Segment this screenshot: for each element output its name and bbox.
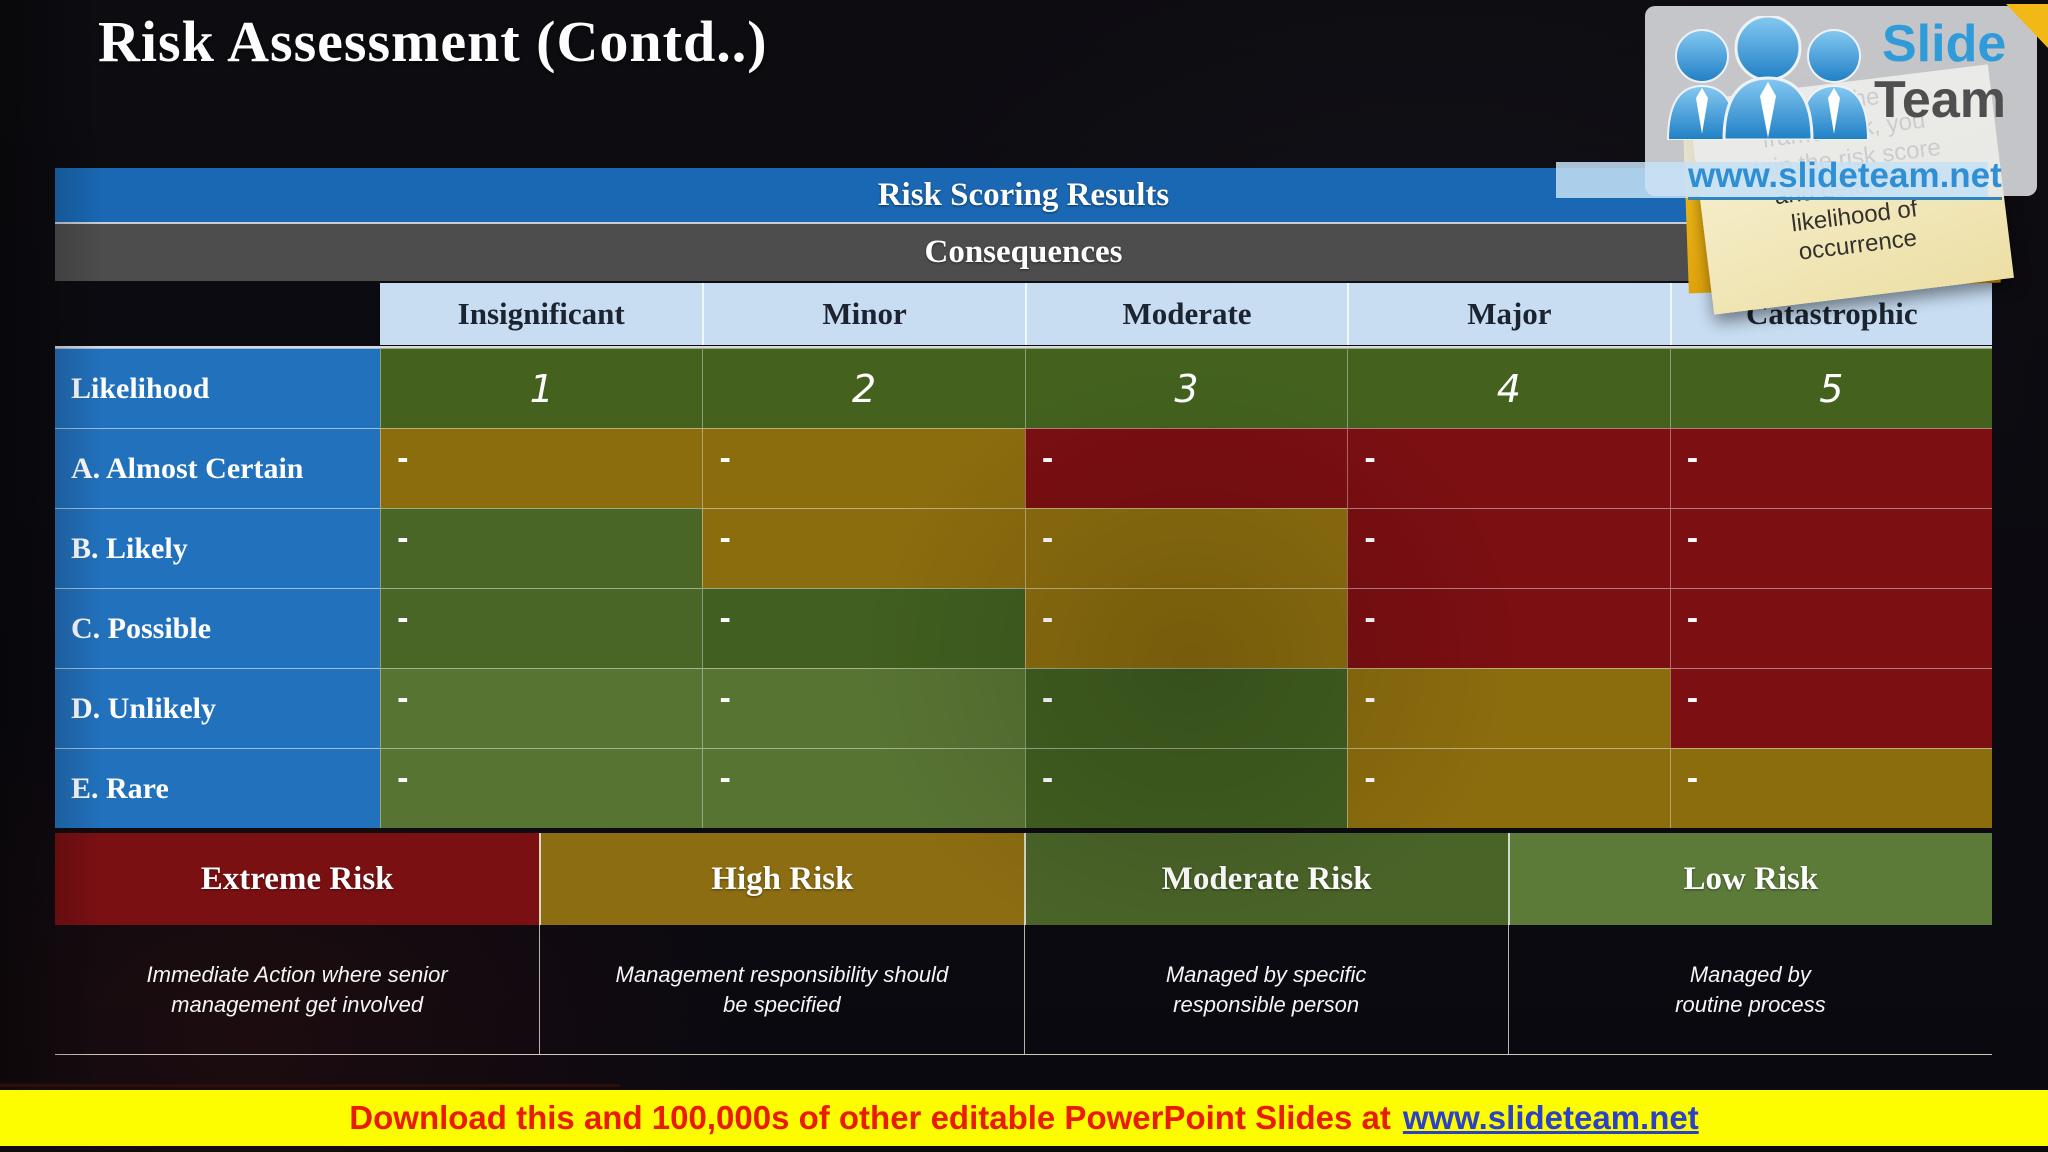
cell-marker: - <box>1041 522 1054 555</box>
people-logo-icon <box>1658 14 1876 142</box>
description-moderate-risk: Managed by specific responsible person <box>1023 925 1508 1054</box>
column-header-minor: Minor <box>702 283 1025 345</box>
matrix-cell-green-dark: - <box>1024 748 1348 828</box>
cell-marker: - <box>1686 682 1699 715</box>
footer-divider-line <box>0 1084 620 1087</box>
logo-word-team: Team <box>1874 71 2006 129</box>
row-label-a: A. Almost Certain <box>55 428 380 508</box>
description-line: responsible person <box>1173 991 1360 1017</box>
cell-marker: - <box>719 682 732 715</box>
consequences-header: Consequences <box>55 222 1992 281</box>
cell-marker: - <box>397 682 409 715</box>
download-banner: Download this and 100,000s of other edit… <box>0 1090 2048 1146</box>
description-low-risk: Managed by routine process <box>1507 925 1992 1054</box>
matrix-cell-olive: - <box>702 428 1025 508</box>
cell-marker: - <box>1686 442 1699 475</box>
likelihood-score-cell: 2 <box>702 348 1025 428</box>
matrix-cell-green-light: - <box>702 668 1025 748</box>
cell-marker: - <box>1364 602 1376 635</box>
matrix-cell-olive: - <box>1024 588 1348 668</box>
cell-marker: - <box>397 602 409 635</box>
page-title: Risk Assessment (Contd..) <box>98 9 768 74</box>
description-line: management get involved <box>171 991 424 1017</box>
legend-extreme-risk: Extreme Risk <box>55 833 540 925</box>
description-high-risk: Management responsibility should be speci… <box>539 925 1023 1054</box>
logo-word-slide: Slide <box>1882 15 2007 73</box>
column-header-major: Major <box>1347 283 1670 345</box>
cell-marker: - <box>719 522 732 555</box>
row-label-b: B. Likely <box>55 508 380 588</box>
matrix-cell-olive: - <box>380 428 703 508</box>
cell-marker: - <box>719 442 732 475</box>
matrix-cell-green-dark: - <box>1024 668 1348 748</box>
cell-marker: - <box>1041 442 1054 475</box>
description-extreme-risk: Immediate Action where senior management … <box>55 925 539 1054</box>
description-line: be specified <box>723 991 841 1017</box>
matrix-cell-red: - <box>1024 428 1348 508</box>
matrix-cell-olive: - <box>1347 668 1670 748</box>
likelihood-score-cell: 3 <box>1024 348 1348 428</box>
row-label-d: D. Unlikely <box>55 668 380 748</box>
matrix-cell-red: - <box>1347 428 1670 508</box>
risk-level-descriptions: Immediate Action where senior management … <box>55 925 1992 1055</box>
row-label-e: E. Rare <box>55 748 380 828</box>
cell-marker: - <box>1041 682 1054 715</box>
likelihood-score-cell: 4 <box>1347 348 1670 428</box>
matrix-cell-green-mid: - <box>380 588 703 668</box>
column-header-moderate: Moderate <box>1024 283 1348 345</box>
legend-high-risk: High Risk <box>539 833 1024 925</box>
matrix-cell-green-dark: - <box>702 588 1025 668</box>
matrix-cell-red: - <box>1347 588 1670 668</box>
cell-marker: - <box>1364 682 1376 715</box>
likelihood-score-cell: 5 <box>1669 348 1992 428</box>
cell-marker: - <box>1686 762 1699 795</box>
cell-marker: - <box>1364 442 1376 475</box>
description-line: Managed by specific <box>1165 961 1367 987</box>
description-line: Management responsibility should <box>615 961 949 987</box>
cell-marker: - <box>397 762 409 795</box>
matrix-cell-red: - <box>1669 668 1992 748</box>
likelihood-consequence-matrix: Likelihood 1 2 3 4 5 A. Almost Certain - - - - - B. … <box>55 346 1992 828</box>
matrix-cell-red: - <box>1347 508 1670 588</box>
matrix-cell-olive: - <box>702 508 1025 588</box>
cell-marker: - <box>1686 522 1699 555</box>
cell-marker: - <box>397 442 409 475</box>
matrix-cell-green-light: - <box>702 748 1025 828</box>
legend-low-risk: Low Risk <box>1507 833 1992 925</box>
row-label-c: C. Possible <box>55 588 380 668</box>
cell-marker: - <box>719 762 732 795</box>
description-line: Managed by <box>1689 961 1811 987</box>
column-header-insignificant: Insignificant <box>380 283 703 345</box>
description-line: Immediate Action where senior <box>146 961 448 987</box>
matrix-cell-green-light: - <box>380 668 703 748</box>
matrix-cell-red: - <box>1669 508 1992 588</box>
consequence-column-headers: Insignificant Minor Moderate Major Catastrop… <box>380 283 1992 345</box>
cell-marker: - <box>1364 762 1376 795</box>
risk-matrix-table: Risk Scoring Results Consequences Insign… <box>55 168 1992 1055</box>
cell-marker: - <box>397 522 409 555</box>
download-banner-text: Download this and 100,000s of other edit… <box>349 1099 1391 1136</box>
description-line: routine process <box>1675 991 1826 1017</box>
matrix-cell-olive: - <box>1347 748 1670 828</box>
legend-moderate-risk: Moderate Risk <box>1023 833 1508 925</box>
likelihood-row-label: Likelihood <box>55 348 380 428</box>
matrix-cell-red: - <box>1669 588 1992 668</box>
matrix-cell-green-mid: - <box>380 508 703 588</box>
matrix-cell-olive: - <box>1669 748 1992 828</box>
cell-marker: - <box>1364 522 1376 555</box>
slideteam-url-link[interactable]: www.slideteam.net <box>1688 156 2002 200</box>
matrix-cell-green-light: - <box>380 748 703 828</box>
matrix-cell-red: - <box>1669 428 1992 508</box>
matrix-cell-olive: - <box>1024 508 1348 588</box>
cell-marker: - <box>1686 602 1699 635</box>
cell-marker: - <box>1041 762 1054 795</box>
cell-marker: - <box>1041 602 1054 635</box>
risk-level-legend: Extreme Risk High Risk Moderate Risk Low Ri… <box>55 833 1992 925</box>
download-banner-link[interactable]: www.slideteam.net <box>1402 1099 1699 1136</box>
likelihood-score-cell: 1 <box>380 348 703 428</box>
url-highlight-band <box>1556 162 1988 198</box>
cell-marker: - <box>719 602 732 635</box>
